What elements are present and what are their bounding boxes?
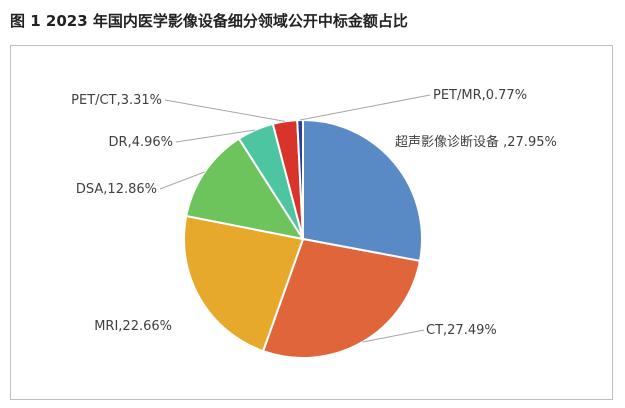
leader-line <box>164 99 286 122</box>
pie-slice-ct <box>261 237 422 359</box>
data-label: DSA,12.86% <box>76 182 157 197</box>
leader-line <box>159 171 205 190</box>
data-label: MRI,22.66% <box>94 319 172 334</box>
pie-slice-mri <box>183 214 305 353</box>
data-label: DR,4.96% <box>109 135 173 150</box>
pie-slice-pet-mr <box>296 118 304 240</box>
leader-line <box>175 129 256 143</box>
data-label: PET/CT,3.31% <box>71 93 162 108</box>
data-label: CT,27.49% <box>426 323 497 338</box>
pie-slice-ultrasound <box>302 118 423 263</box>
figure-title: 图 1 2023 年国内医学影像设备细分领域公开中标金额占比 <box>10 12 408 30</box>
data-label: 超声影像诊断设备 ,27.95% <box>395 134 557 150</box>
leader-line <box>362 329 425 343</box>
data-label: PET/MR,0.77% <box>433 88 527 103</box>
pie-slice-dsa <box>185 137 306 241</box>
leader-line <box>300 94 431 121</box>
